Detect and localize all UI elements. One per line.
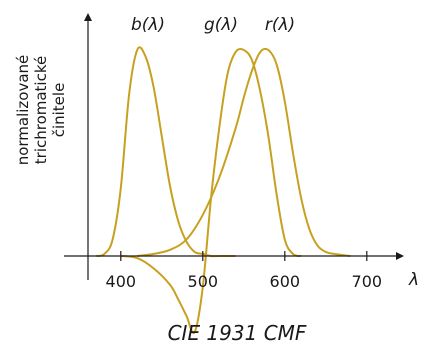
chart-title: CIE 1931 CMF — [168, 321, 307, 345]
x-axis-label: λ — [408, 270, 419, 290]
x-ticks: 400 500 600 700 — [106, 251, 383, 291]
x-tick-label: 500 — [188, 272, 219, 291]
series-r-curve — [137, 49, 350, 256]
y-axis-label: normalizovanétrichromatickéčinitele — [14, 55, 68, 166]
series-label-r: r(λ) — [265, 15, 295, 35]
x-tick-label: 400 — [106, 272, 137, 291]
series-label-g: g(λ) — [204, 15, 238, 35]
y-axis-label-line: normalizované — [14, 55, 32, 166]
series-label-b: b(λ) — [131, 15, 165, 35]
series-labels: b(λ) g(λ) r(λ) — [131, 15, 295, 35]
x-axis-arrow — [396, 252, 404, 260]
y-axis-label-line: trichromatické — [32, 56, 50, 164]
series-b-curve — [96, 47, 235, 256]
x-tick-label: 700 — [352, 272, 383, 291]
x-tick-label: 600 — [270, 272, 301, 291]
y-axis-arrow — [84, 13, 92, 21]
y-axis-label-line: činitele — [50, 83, 68, 138]
